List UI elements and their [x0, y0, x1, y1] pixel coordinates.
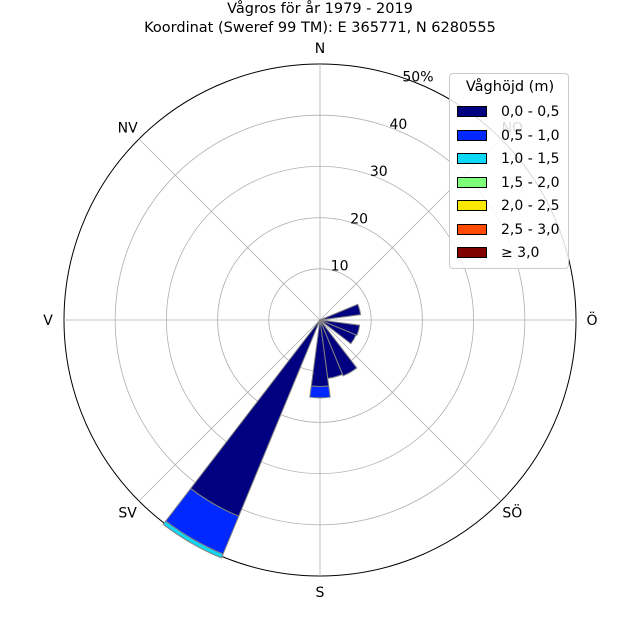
radial-tick-label: 40	[389, 117, 407, 133]
rose-bar	[319, 319, 358, 377]
legend-swatch	[457, 247, 487, 258]
legend-swatch	[457, 200, 487, 211]
rose-bar	[189, 319, 321, 517]
legend-swatch	[457, 153, 487, 164]
rose-bar	[162, 520, 224, 559]
radial-tick-label: 10	[331, 259, 349, 275]
radial-tick-label: 20	[350, 211, 368, 227]
direction-label: S	[316, 585, 325, 601]
chart-title: Vågros för år 1979 - 2019	[227, 1, 413, 17]
legend-item: 1,0 - 1,5	[457, 150, 567, 168]
radial-tick-label: 30	[370, 164, 388, 180]
direction-label: SÖ	[502, 503, 522, 521]
legend-swatch	[457, 223, 487, 235]
legend-item: ≥ 3,0	[457, 244, 567, 262]
grid-spoke	[138, 319, 321, 502]
rose-bar	[309, 385, 331, 399]
legend-swatch	[457, 176, 487, 188]
legend-title: Våghöjd (m)	[465, 79, 555, 95]
grid-spoke	[138, 138, 321, 321]
rose-bar	[319, 319, 357, 345]
legend-item: 2,5 - 3,0	[457, 221, 567, 239]
direction-label: V	[43, 313, 53, 329]
legend-item: 0,5 - 1,0	[457, 127, 567, 145]
legend-swatch	[457, 129, 487, 141]
legend-label: 2,5 - 3,0	[501, 221, 560, 238]
legend-label: 0,5 - 1,0	[501, 127, 560, 144]
direction-label: NV	[118, 121, 138, 137]
legend-swatch	[457, 106, 487, 117]
legend-item: 2,0 - 2,5	[457, 197, 567, 215]
legend-item: 1,5 - 2,0	[457, 174, 567, 192]
legend-label: 2,0 - 2,5	[501, 198, 560, 214]
direction-label: Ö	[586, 311, 597, 329]
chart-subtitle: Koordinat (Sweref 99 TM): E 365771, N 62…	[144, 20, 496, 36]
rose-bar	[319, 303, 362, 321]
legend-label: 1,0 - 1,5	[501, 151, 560, 167]
legend-item: 0,0 - 0,5	[457, 103, 567, 121]
legend-label: 0,0 - 0,5	[501, 104, 560, 120]
legend-label: 1,5 - 2,0	[501, 174, 560, 191]
direction-label: N	[315, 41, 325, 57]
radial-tick-label: 50%	[402, 69, 433, 85]
grid-spoke	[319, 319, 502, 502]
legend-label: ≥ 3,0	[501, 245, 540, 261]
legend: Våghöjd (m) 0,0 - 0,5 0,5 - 1,0 1,0 - 1,5 1…	[449, 73, 569, 269]
direction-label: SV	[118, 505, 137, 521]
